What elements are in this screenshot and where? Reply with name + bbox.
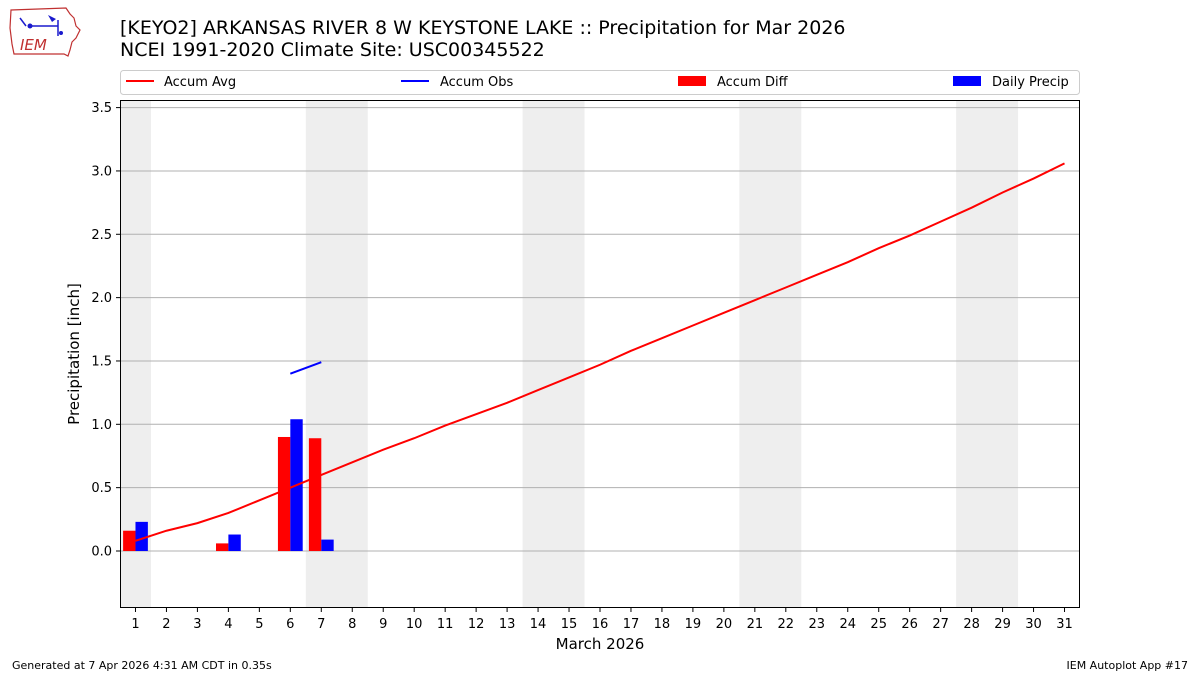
x-tick-label: 22 [778, 617, 795, 632]
x-tick-label: 4 [224, 617, 232, 632]
x-tick-label: 25 [870, 617, 887, 632]
accum-diff-bar [308, 438, 322, 551]
x-tick-label: 20 [716, 617, 733, 632]
title-line-1: [KEYO2] ARKANSAS RIVER 8 W KEYSTONE LAKE… [120, 17, 846, 39]
generated-timestamp: Generated at 7 Apr 2026 4:31 AM CDT in 0… [12, 659, 272, 672]
x-tick-label: 13 [499, 617, 516, 632]
title-line-2: NCEI 1991-2020 Climate Site: USC00345522 [120, 39, 545, 61]
y-tick-label: 2.5 [91, 228, 112, 243]
app-credit: IEM Autoplot App #17 [1066, 659, 1189, 672]
x-tick-label: 8 [348, 617, 356, 632]
daily-precip-bar [228, 534, 241, 551]
x-tick-label: 15 [561, 617, 578, 632]
accum-obs-line [289, 361, 322, 375]
x-tick-label: 7 [317, 617, 325, 632]
x-tick-label: 24 [839, 617, 856, 632]
x-tick-label: 5 [255, 617, 263, 632]
y-tick-label: 0.5 [91, 481, 112, 496]
legend-swatch-accum-diff [678, 76, 706, 86]
y-tick-label: 1.5 [91, 354, 112, 369]
x-tick-label: 30 [1025, 617, 1042, 632]
x-tick-label: 26 [901, 617, 918, 632]
logo-text: IEM [20, 36, 47, 54]
x-tick-label: 12 [468, 617, 485, 632]
iem-logo: IEM [8, 6, 82, 60]
legend-label-accum-obs: Accum Obs [440, 75, 513, 90]
chart-title: [KEYO2] ARKANSAS RIVER 8 W KEYSTONE LAKE… [120, 17, 846, 61]
x-tick-label: 17 [623, 617, 640, 632]
accum-diff-bar [277, 436, 291, 551]
x-tick-label: 1 [131, 617, 139, 632]
legend-swatch-daily-precip [953, 76, 981, 86]
legend-label-accum-diff: Accum Diff [717, 75, 789, 90]
y-tick-label: 1.0 [91, 418, 112, 433]
x-tick-label: 14 [530, 617, 547, 632]
daily-precip-bar [321, 539, 334, 551]
x-tick-label: 9 [379, 617, 387, 632]
x-tick-label: 31 [1056, 617, 1073, 632]
weekend-shade-3 [739, 100, 802, 608]
x-tick-label: 27 [932, 617, 949, 632]
y-tick-label: 3.5 [91, 101, 112, 116]
accum-avg-line [135, 162, 1065, 542]
weekend-shade-2 [522, 100, 585, 608]
x-tick-label: 29 [994, 617, 1011, 632]
x-tick-label: 2 [162, 617, 170, 632]
y-axis-label: Precipitation [inch] [65, 283, 83, 425]
x-tick-label: 21 [747, 617, 764, 632]
x-tick-label: 16 [592, 617, 609, 632]
y-tick-label: 3.0 [91, 164, 112, 179]
daily-precip-bar [135, 521, 148, 551]
x-tick-label: 18 [654, 617, 671, 632]
accum-diff-bar [123, 530, 136, 551]
legend-frame [120, 70, 1080, 95]
legend-label-accum-avg: Accum Avg [164, 75, 236, 90]
x-tick-label: 11 [437, 617, 454, 632]
weekend-shade-4 [956, 100, 1019, 608]
x-tick-label: 10 [406, 617, 423, 632]
x-tick-label: 23 [809, 617, 826, 632]
x-tick-label: 19 [685, 617, 702, 632]
y-tick-label: 0.0 [91, 544, 112, 559]
y-tick-label: 2.0 [91, 291, 112, 306]
x-tick-label: 3 [193, 617, 201, 632]
legend-label-daily-precip: Daily Precip [992, 75, 1069, 90]
plot-frame [120, 100, 1080, 608]
legend: Accum Avg Accum Obs Accum Diff Daily Pre… [120, 70, 1080, 95]
x-tick-label: 6 [286, 617, 294, 632]
x-tick-label: 28 [963, 617, 980, 632]
accum-diff-bar [216, 543, 229, 551]
x-axis-label: March 2026 [556, 635, 645, 653]
